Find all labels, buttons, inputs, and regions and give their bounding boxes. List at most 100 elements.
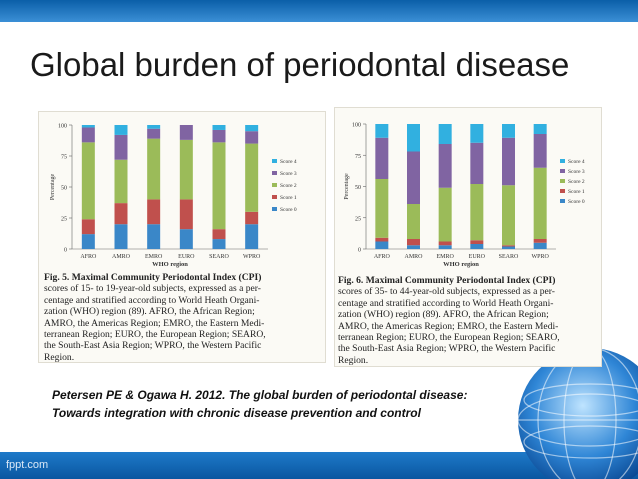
bar-segment: [407, 239, 420, 246]
x-tick-label: WPRO: [531, 254, 549, 260]
bar-segment: [147, 125, 161, 129]
bar-segment: [245, 211, 259, 225]
bar-segment: [81, 142, 95, 220]
y-tick-label: 75: [61, 155, 67, 161]
x-axis-label: WHO region: [443, 261, 479, 268]
legend-label: Score 1: [568, 189, 585, 195]
y-tick-label: 50: [355, 185, 361, 191]
bar-segment: [212, 142, 226, 230]
bar-segment: [438, 124, 452, 144]
caption-line: Region.: [44, 351, 75, 363]
bar-segment: [375, 124, 389, 138]
y-tick-label: 0: [358, 248, 361, 254]
legend-swatch: [272, 159, 277, 163]
caption-line: Region.: [338, 354, 369, 366]
x-tick-label: EURO: [469, 254, 486, 260]
legend-label: Score 3: [568, 169, 585, 175]
x-tick-label: AFRO: [80, 254, 97, 260]
bar-segment: [179, 199, 193, 230]
x-tick-label: AMRO: [112, 254, 131, 260]
caption-line: centage and stratified according to Worl…: [338, 297, 554, 309]
caption-line: scores of 35- to 44-year-old subjects, e…: [338, 286, 555, 298]
y-axis-label: Percentage: [50, 174, 56, 201]
bar-segment: [533, 239, 547, 243]
bar-segment: [470, 142, 484, 184]
legend-label: Score 4: [568, 159, 585, 165]
bar-segment: [407, 204, 420, 239]
bar-segment: [438, 187, 452, 242]
citation-line-2: Towards integration with chronic disease…: [52, 406, 421, 420]
bar-segment: [245, 224, 259, 249]
x-tick-label: EMRO: [145, 254, 163, 260]
bar-segment: [470, 240, 484, 244]
bar-segment: [470, 244, 484, 249]
x-axis-label: WHO region: [152, 261, 188, 268]
bar-segment: [245, 143, 259, 212]
top-banner: [0, 0, 638, 22]
bar-segment: [533, 167, 547, 239]
legend-swatch: [560, 159, 565, 163]
bar-segment: [502, 245, 515, 247]
slide-title: Global burden of periodontal disease: [30, 46, 570, 83]
figure-6-caption: Fig. 6. Maximal Community Periodontal In…: [338, 275, 596, 366]
x-tick-label: SEARO: [209, 254, 229, 260]
bar-segment: [179, 229, 193, 249]
bar-segment: [375, 237, 389, 242]
caption-line: AMRO, the Americas Region; EMRO, the Eas…: [338, 320, 559, 332]
bar-segment: [179, 139, 193, 200]
bar-segment: [147, 199, 161, 225]
caption-line: zation (WHO) region (89). AFRO, the Afri…: [44, 306, 255, 318]
legend-swatch: [560, 199, 565, 203]
bar-segment: [179, 125, 193, 140]
bar-segment: [212, 129, 226, 143]
bar-segment: [375, 241, 389, 249]
citation-line-1: Petersen PE & Ogawa H. 2012. The global …: [52, 388, 468, 402]
bar-segment: [212, 229, 226, 240]
y-tick-label: 0: [64, 248, 67, 254]
legend-label: Score 1: [280, 195, 297, 201]
bar-segment: [114, 159, 128, 204]
bar-segment: [147, 128, 161, 139]
bar-segment: [502, 246, 515, 249]
bar-segment: [502, 185, 515, 246]
caption-line: centage and stratified according to Worl…: [44, 294, 260, 306]
legend-label: Score 2: [280, 183, 297, 189]
caption-line: the South-East Asia Region; WPRO, the We…: [338, 343, 556, 355]
bar-segment: [147, 224, 161, 249]
y-tick-label: 100: [352, 123, 361, 129]
x-tick-label: EMRO: [436, 254, 454, 260]
figure-5-caption: Fig. 5. Maximal Community Periodontal In…: [44, 272, 320, 363]
bar-segment: [407, 151, 420, 204]
bar-segment: [470, 124, 484, 143]
bar-segment: [81, 219, 95, 235]
bar-segment: [533, 242, 547, 249]
legend-swatch: [272, 183, 277, 187]
legend-swatch: [560, 169, 565, 173]
bar-segment: [245, 131, 259, 144]
bar-segment: [212, 125, 226, 130]
caption-line: Fig. 6. Maximal Community Periodontal In…: [338, 275, 556, 286]
bar-segment: [245, 125, 259, 132]
bar-segment: [438, 241, 452, 246]
legend-label: Score 0: [568, 199, 585, 205]
x-tick-label: EURO: [178, 254, 195, 260]
bar-segment: [147, 138, 161, 200]
y-tick-label: 25: [355, 216, 361, 222]
x-tick-label: WPRO: [243, 254, 261, 260]
bar-segment: [114, 134, 128, 160]
bar-segment: [438, 144, 452, 188]
bar-segment: [502, 124, 515, 138]
bar-segment: [114, 203, 128, 225]
x-tick-label: SEARO: [499, 254, 519, 260]
caption-line: the South-East Asia Region; WPRO, the We…: [44, 340, 262, 352]
bar-segment: [407, 124, 420, 152]
bar-segment: [438, 245, 452, 249]
bar-segment: [114, 125, 128, 135]
citation: Petersen PE & Ogawa H. 2012. The global …: [52, 386, 467, 422]
caption-line: zation (WHO) region (89). AFRO, the Afri…: [338, 309, 549, 321]
bar-segment: [470, 184, 484, 241]
bar-segment: [407, 245, 420, 249]
bar-segment: [375, 179, 389, 238]
bar-segment: [502, 137, 515, 186]
legend-label: Score 2: [568, 179, 585, 185]
